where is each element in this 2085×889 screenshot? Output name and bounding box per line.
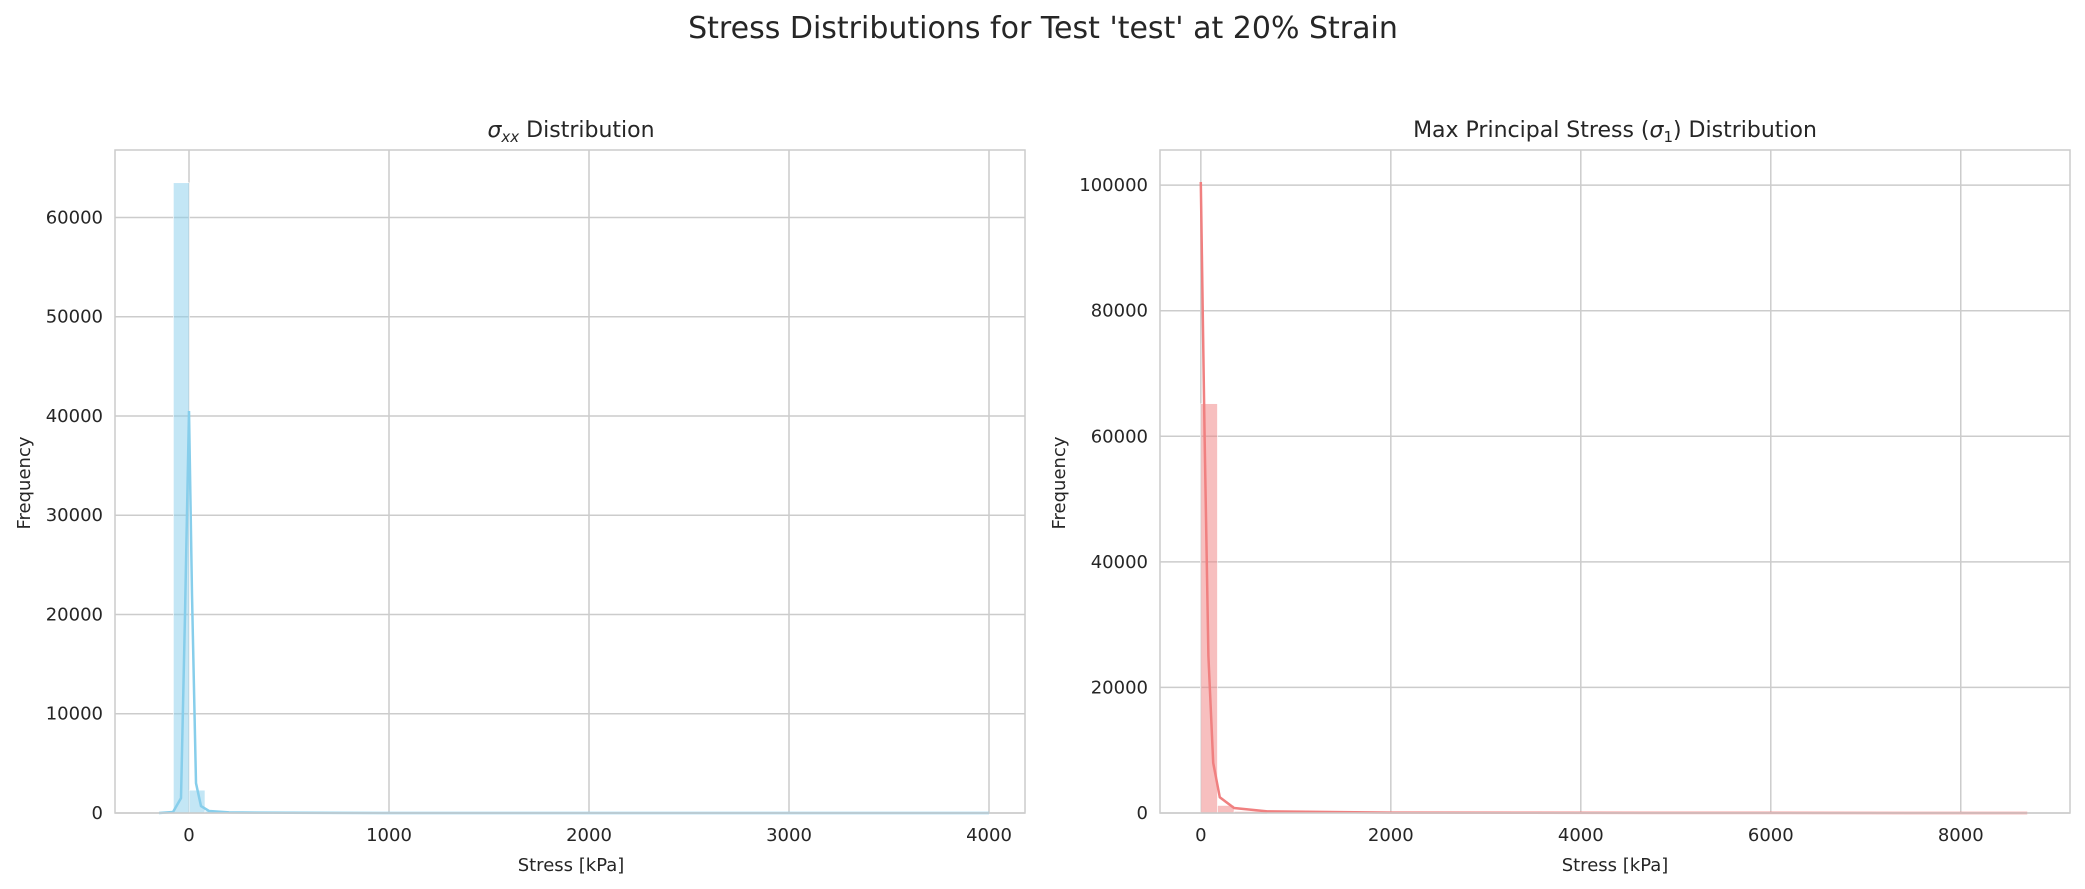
max-principal-y-tick-label: 80000 <box>1091 301 1148 322</box>
max-principal-x-tick-label: 0 <box>1195 825 1206 846</box>
sigma-xx-x-tick-label: 1000 <box>366 825 412 846</box>
max-principal-y-tick-label: 40000 <box>1091 552 1148 573</box>
sigma-xx-x-tick-label: 2000 <box>566 825 612 846</box>
sigma-xx-y-tick-label: 10000 <box>46 704 103 725</box>
figure-title: Stress Distributions for Test 'test' at … <box>688 11 1398 46</box>
sigma-xx-panel-title: σxx Distribution <box>487 118 654 146</box>
sigma-xx-x-tick-label: 0 <box>183 825 194 846</box>
max-principal-y-tick-label: 20000 <box>1091 677 1148 698</box>
sigma-xx-y-tick-label: 60000 <box>46 207 103 228</box>
sigma-xx-y-tick-label: 20000 <box>46 604 103 625</box>
max-principal-y-tick-label: 0 <box>1137 803 1148 824</box>
sigma-xx-title-rest: Distribution <box>519 118 654 143</box>
max-principal-kde-curve <box>1199 181 2028 815</box>
max-principal-histogram-bar <box>1200 403 1218 814</box>
sigma-xx-kde-curve <box>158 410 989 815</box>
max-principal-histogram-panel: 0 2000 4000 6000 800002000040000600008000010… <box>1049 118 2071 876</box>
sigma-xx-y-axis-label: Frequency <box>14 436 35 529</box>
max-principal-x-tick-label: 2000 <box>1368 825 1414 846</box>
sigma-xx-y-tick-label: 50000 <box>46 307 103 328</box>
max-principal-plot-frame <box>1159 149 2071 814</box>
max-principal-x-axis-label: Stress [kPa] <box>1562 855 1669 876</box>
max-principal-x-tick-label: 8000 <box>1938 825 1984 846</box>
max-principal-title-rest: ) Distribution <box>1673 118 1817 143</box>
sigma-xx-title-subscript: xx <box>500 128 519 146</box>
sigma-xx-y-tick-label: 40000 <box>46 406 103 427</box>
max-principal-title-sigma: σ <box>1649 118 1664 143</box>
sigma-xx-x-axis-label: Stress [kPa] <box>518 855 625 876</box>
sigma-xx-y-tick-label: 0 <box>92 803 103 824</box>
max-principal-y-tick-label: 100000 <box>1079 175 1148 196</box>
max-principal-title-pre: Max Principal Stress ( <box>1413 118 1649 143</box>
sigma-xx-x-tick-label: 4000 <box>966 825 1012 846</box>
max-principal-title-subscript: 1 <box>1663 128 1673 146</box>
max-principal-y-axis-label: Frequency <box>1049 436 1070 529</box>
max-principal-x-tick-label: 6000 <box>1748 825 1794 846</box>
sigma-xx-title-sigma: σ <box>487 118 502 143</box>
max-principal-panel-title: Max Principal Stress (σ1) Distribution <box>1413 118 1817 146</box>
max-principal-x-tick-label: 4000 <box>1558 825 1604 846</box>
sigma-xx-y-tick-label: 30000 <box>46 505 103 526</box>
max-principal-y-tick-label: 60000 <box>1091 426 1148 447</box>
sigma-xx-histogram-panel: 0 1000 2000 3000 400001000020000300004000050… <box>14 118 1026 876</box>
sigma-xx-x-tick-label: 3000 <box>766 825 812 846</box>
sigma-xx-plot-frame <box>114 149 1026 814</box>
